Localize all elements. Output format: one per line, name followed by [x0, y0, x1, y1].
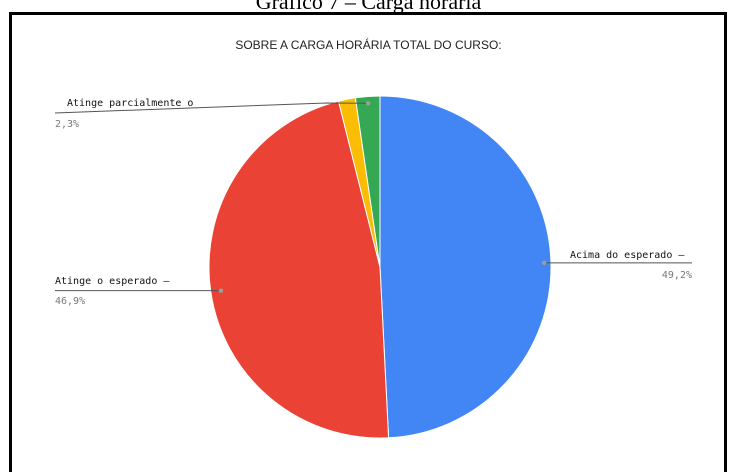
slice-pct-atinge: 46,9% [55, 296, 85, 307]
leader-dot-parcial [366, 101, 370, 105]
slice-label-acima: Acima do esperado – [570, 250, 685, 261]
slice-pct-acima: 49,2% [662, 270, 692, 281]
slice-label-parcial: Atinge parcialmente o [67, 98, 193, 109]
leader-dot-atinge [219, 288, 223, 292]
leader-dot-acima [542, 261, 546, 265]
slice-pct-parcial: 2,3% [55, 119, 79, 130]
pie-slice-0 [380, 96, 551, 438]
slice-label-atinge: Atinge o esperado – [55, 276, 170, 287]
